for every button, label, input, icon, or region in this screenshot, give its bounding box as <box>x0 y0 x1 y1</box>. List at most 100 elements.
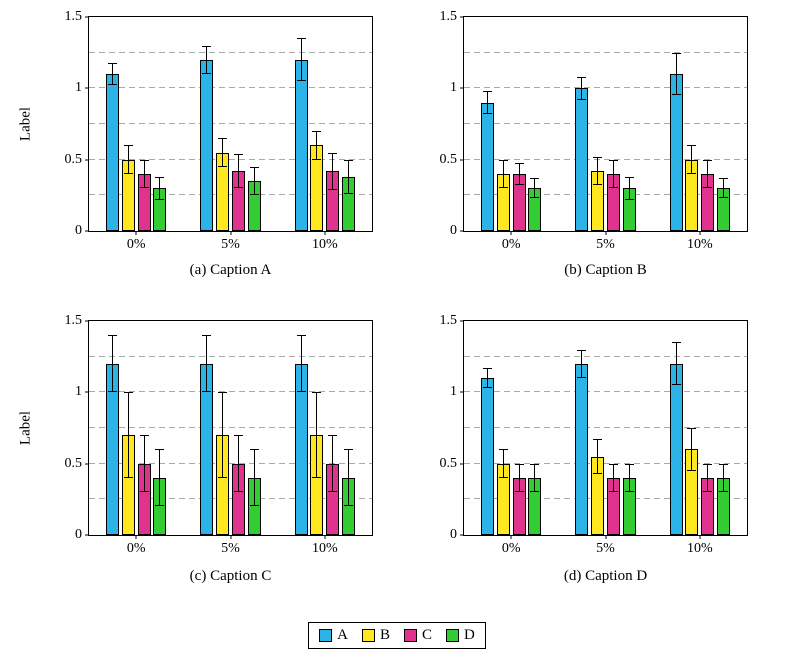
error-bar-cap-top <box>155 176 165 178</box>
error-bar-cap-bottom <box>687 172 697 174</box>
bar-a <box>669 74 683 231</box>
x-tick-label: 0% <box>501 237 521 252</box>
error-bar-cap-bottom <box>249 194 259 196</box>
gridline <box>89 498 372 500</box>
error-bar-cap-bottom <box>218 476 228 478</box>
error-bar-line <box>332 152 334 190</box>
gridline <box>89 391 372 393</box>
error-bar-cap-bottom <box>671 94 681 96</box>
error-bar-line <box>111 62 113 86</box>
error-bar-cap-bottom <box>498 476 508 478</box>
error-bar-line <box>143 435 145 493</box>
error-bar-cap-top <box>671 52 681 54</box>
error-bar-cap-top <box>218 392 228 394</box>
legend-swatch-b <box>361 629 375 642</box>
error-bar-line <box>597 156 599 186</box>
error-bar-line <box>691 145 693 174</box>
plot-area: 0 0.5 1 1.5 0% 5% 10% <box>440 314 748 556</box>
error-bar-cap-top <box>107 62 117 64</box>
error-bar-cap-bottom <box>624 491 634 493</box>
error-bar-cap-top <box>577 76 587 78</box>
x-tick-mark <box>699 535 701 539</box>
error-bar-cap-top <box>218 138 228 140</box>
error-bar-cap-bottom <box>139 491 149 493</box>
error-bar-cap-top <box>123 145 133 147</box>
y-tick-label: 1 <box>75 384 82 400</box>
gridline <box>89 123 372 124</box>
legend-item-d: D <box>446 628 475 643</box>
error-bar-line <box>222 138 224 167</box>
y-tick-label: 1.5 <box>64 9 83 24</box>
axes: 0 0.5 1 1.5 0% 5% 10% <box>440 10 748 252</box>
error-bar-cap-top <box>719 463 729 465</box>
subplot-caption: (b) Caption B <box>564 262 647 278</box>
error-bar-cap-top <box>703 159 713 161</box>
y-tick-mark <box>85 230 89 232</box>
error-bar-cap-top <box>296 335 306 337</box>
error-bar-line <box>534 463 536 493</box>
x-tick-label: 5% <box>596 541 615 556</box>
y-tick-mark <box>460 534 464 536</box>
x-tick-mark <box>510 535 512 539</box>
error-bar-line <box>518 463 520 493</box>
error-bar-line <box>300 38 302 82</box>
error-bar-cap-top <box>514 162 524 164</box>
error-bar-cap-top <box>530 463 540 465</box>
error-bar-line <box>237 153 239 189</box>
plot-area: 0 0.5 1 1.5 0% 5% 10% <box>65 314 373 556</box>
error-bar-cap-top <box>703 463 713 465</box>
error-bar-cap-top <box>202 45 212 47</box>
error-bar-cap-bottom <box>107 391 117 393</box>
x-tick-label: 10% <box>311 237 338 252</box>
error-bar-cap-top <box>593 439 603 441</box>
error-bar-cap-bottom <box>312 476 322 478</box>
subplot-d: 0 0.5 1 1.5 0% 5% 10% (d) Caption D <box>397 306 794 606</box>
subplot-grid: Label 0 0.5 1 1.5 0% 5% 10% (a) Caption A 0 0.5… <box>0 6 794 606</box>
error-bar-cap-bottom <box>139 187 149 189</box>
gridline <box>89 51 372 53</box>
x-tick-label: 10% <box>686 541 713 556</box>
bar-a <box>480 102 494 231</box>
error-bar-line <box>723 178 725 199</box>
x-tick-label: 10% <box>311 541 338 556</box>
error-bar-cap-top <box>233 153 243 155</box>
y-tick-label: 0.5 <box>64 455 83 471</box>
error-bar-cap-bottom <box>123 476 133 478</box>
x-tick-mark <box>230 231 231 235</box>
y-tick-label: 1.5 <box>64 313 83 328</box>
error-bar-cap-bottom <box>577 377 587 379</box>
gridline <box>89 194 372 196</box>
error-bar-cap-top <box>624 176 634 178</box>
error-bar-cap-bottom <box>328 188 338 190</box>
error-bar-line <box>691 428 693 471</box>
error-bar-cap-bottom <box>344 192 354 194</box>
bar-a <box>575 363 589 535</box>
x-tick-label: 0% <box>501 541 521 556</box>
error-bar-cap-top <box>344 449 354 451</box>
error-bar-line <box>612 463 614 493</box>
error-bar-cap-top <box>249 166 259 168</box>
y-tick-mark <box>460 391 464 393</box>
legend-item-a: A <box>319 628 348 643</box>
y-tick-label: 0 <box>450 527 457 542</box>
y-tick-mark <box>460 463 464 465</box>
error-bar-line <box>300 335 302 393</box>
subplot-b: 0 0.5 1 1.5 0% 5% 10% (b) Caption B <box>397 6 794 306</box>
subplot-caption: (c) Caption C <box>189 568 272 584</box>
x-tick-mark <box>135 231 137 235</box>
error-bar-line <box>348 159 350 194</box>
error-bar-cap-top <box>312 392 322 394</box>
error-bar-cap-bottom <box>719 197 729 199</box>
y-tick-mark <box>460 230 464 232</box>
y-tick-label: 1 <box>75 80 82 96</box>
axes: 0 0.5 1 1.5 0% 5% 10% <box>440 314 748 556</box>
legend-label-d: D <box>464 627 475 643</box>
error-bar-cap-bottom <box>687 469 697 471</box>
y-tick-label: 0 <box>75 223 82 238</box>
error-bar-cap-bottom <box>296 80 306 82</box>
bar-a <box>480 378 494 535</box>
error-bar-cap-bottom <box>344 505 354 507</box>
error-bar-line <box>628 176 630 200</box>
y-tick-mark <box>85 463 89 465</box>
